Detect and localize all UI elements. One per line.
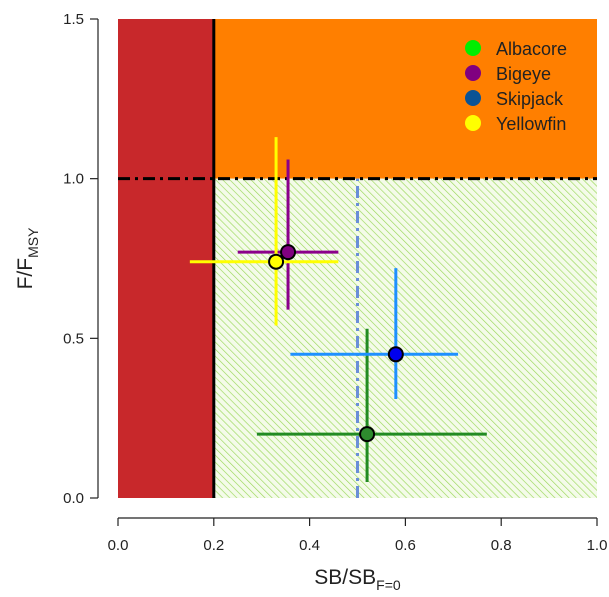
x-tick-label: 0.4 <box>299 537 320 554</box>
legend-marker-skipjack <box>465 90 481 106</box>
legend-marker-bigeye <box>465 65 481 81</box>
y-tick-label: 0.0 <box>63 490 84 507</box>
x-tick-label: 0.6 <box>395 537 416 554</box>
axes-layer: 0.0 0.2 0.4 0.6 0.8 1.0 0.0 0.5 1.0 1.5 <box>63 11 607 554</box>
y-tick-label: 0.5 <box>63 330 84 347</box>
y-axis-title-main: F/F <box>14 258 37 290</box>
legend-marker-yellowfin <box>465 115 481 131</box>
region-healthy <box>213 178 598 498</box>
x-tick-label: 1.0 <box>587 537 608 554</box>
point-bigeye <box>280 244 297 261</box>
x-axis-title-main: SB/SB <box>314 566 376 589</box>
y-tick-label: 1.0 <box>63 171 84 188</box>
reference-lines <box>118 19 597 498</box>
region-layer <box>118 19 598 498</box>
point-yellowfin <box>268 253 285 270</box>
region-overfished <box>118 19 214 498</box>
x-axis-title: SB/SBF=0 <box>314 566 401 592</box>
x-tick-label: 0.8 <box>491 537 512 554</box>
point-albacore <box>359 426 376 443</box>
legend-label-albacore: Albacore <box>496 39 567 59</box>
legend-label-skipjack: Skipjack <box>496 89 564 109</box>
x-tick-label: 0.0 <box>108 537 129 554</box>
y-axis-title-sub: MSY <box>25 227 41 258</box>
x-axis-title-sub: F=0 <box>376 577 401 592</box>
y-tick-label: 1.5 <box>63 11 84 28</box>
legend-marker-albacore <box>465 40 481 56</box>
point-layer <box>268 244 404 443</box>
region-overfishing <box>213 19 598 179</box>
legend: Albacore Bigeye Skipjack Yellowfin <box>465 39 567 134</box>
point-skipjack <box>387 346 404 363</box>
x-tick-label: 0.2 <box>203 537 224 554</box>
y-axis-title: F/FMSY <box>14 227 41 290</box>
legend-label-bigeye: Bigeye <box>496 64 551 84</box>
legend-label-yellowfin: Yellowfin <box>496 114 566 134</box>
